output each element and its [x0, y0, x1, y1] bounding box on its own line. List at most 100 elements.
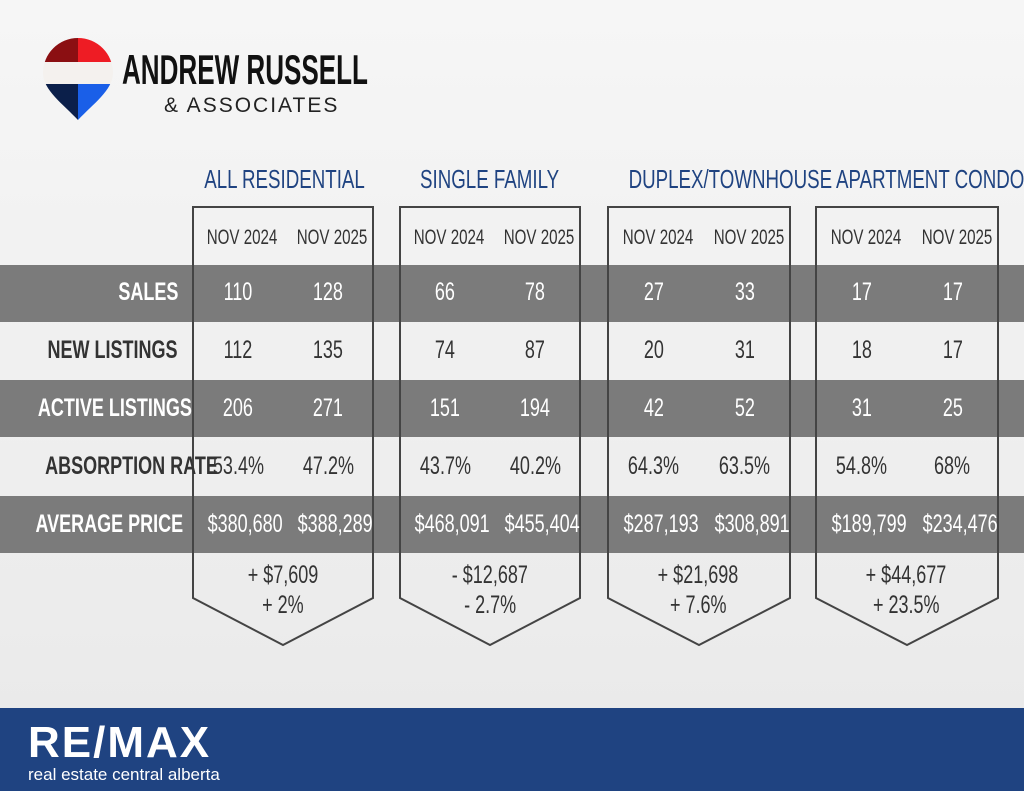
brand-logo-icon — [43, 38, 113, 120]
table-cell-text: 110 — [223, 278, 253, 306]
column-outline — [815, 206, 999, 647]
delta-percent: + 23.5% — [816, 590, 996, 620]
table-cell-text: 206 — [222, 394, 254, 422]
table-cell: 271 — [283, 394, 373, 423]
table-cell: 78 — [490, 278, 580, 307]
table-cell: 64.3% — [609, 452, 699, 481]
table-cell-text: 20 — [643, 336, 664, 364]
table-cell-text: 151 — [429, 394, 461, 422]
remax-logo: RE/MAX — [28, 718, 212, 767]
category-title: APARTMENT CONDOS — [797, 164, 1024, 195]
row-label: NEW LISTINGS — [0, 336, 178, 365]
table-cell: $468,091 — [400, 510, 490, 539]
column-outline — [399, 206, 581, 647]
table-cell-text: $287,193 — [623, 510, 699, 538]
table-cell-text: $468,091 — [414, 510, 490, 538]
table-cell-text: 31 — [734, 336, 755, 364]
table-cell: 17 — [817, 278, 907, 307]
table-cell: 112 — [193, 336, 283, 365]
table-cell-text: 52 — [734, 394, 755, 422]
table-cell: 20 — [609, 336, 699, 365]
table-cell: $234,476 — [908, 510, 998, 539]
delta-percent: - 2.7% — [400, 590, 580, 620]
table-cell: 27 — [609, 278, 699, 307]
table-cell: 17 — [908, 336, 998, 365]
table-cell: 47.2% — [283, 452, 373, 481]
column-outline — [192, 206, 374, 647]
table-cell-text: 17 — [942, 336, 963, 364]
row-label-text: NEW LISTINGS — [47, 336, 178, 364]
table-cell: $308,891 — [700, 510, 790, 539]
table-cell: 74 — [400, 336, 490, 365]
band-average-price — [0, 496, 1024, 553]
band-sales — [0, 265, 1024, 322]
table-cell: 194 — [490, 394, 580, 423]
period-header-text: NOV 2024 — [830, 226, 901, 249]
table-cell-text: 78 — [524, 278, 546, 306]
column-outline — [607, 206, 791, 647]
table-cell-text: 128 — [312, 278, 344, 306]
table-cell: 54.8% — [817, 452, 907, 481]
category-title-text: APARTMENT CONDOS — [836, 164, 1024, 194]
table-cell-text: 27 — [643, 278, 664, 306]
period-header-text: NOV 2025 — [503, 226, 575, 249]
table-cell: $287,193 — [609, 510, 699, 539]
delta-amount-text: + $21,698 — [657, 561, 739, 589]
period-header: NOV 2024 — [400, 226, 490, 250]
delta-amount: + $7,609 — [193, 560, 373, 590]
period-header-text: NOV 2024 — [622, 226, 693, 249]
brand-name: ANDREW RUSSELL — [122, 46, 368, 93]
table-cell: 33 — [700, 278, 790, 307]
table-cell: $388,289 — [283, 510, 373, 539]
delta-percent: + 2% — [193, 590, 373, 620]
table-cell-text: $455,404 — [504, 510, 580, 538]
table-cell: $189,799 — [817, 510, 907, 539]
table-cell-text: 18 — [851, 336, 872, 364]
table-cell: 87 — [490, 336, 580, 365]
delta-percent-text: + 2% — [262, 591, 304, 619]
footer-tagline: real estate central alberta — [28, 765, 220, 784]
table-cell: 66 — [400, 278, 490, 307]
period-header: NOV 2025 — [490, 226, 580, 250]
table-cell-text: $234,476 — [922, 510, 998, 538]
table-cell: $380,680 — [193, 510, 283, 539]
table-cell: 128 — [283, 278, 373, 307]
table-cell: 63.5% — [700, 452, 790, 481]
period-header: NOV 2024 — [817, 226, 907, 250]
table-cell-text: 66 — [434, 278, 456, 306]
period-header: NOV 2024 — [609, 226, 699, 250]
category-title: DUPLEX/TOWNHOUSE — [589, 164, 833, 195]
delta-amount-text: - $12,687 — [451, 561, 529, 589]
table-cell: 25 — [908, 394, 998, 423]
row-label: SALES — [0, 278, 178, 307]
delta-amount: + $44,677 — [816, 560, 996, 590]
table-cell: $455,404 — [490, 510, 580, 539]
table-cell-text: 43.7% — [419, 452, 471, 480]
table-cell-text: $189,799 — [831, 510, 907, 538]
row-label: ACTIVE LISTINGS — [0, 394, 192, 423]
category-title-text: DUPLEX/TOWNHOUSE — [628, 164, 833, 194]
brand-sub: & ASSOCIATES — [164, 94, 340, 117]
table-cell: 31 — [700, 336, 790, 365]
table-cell: 42 — [609, 394, 699, 423]
row-label: ABSORPTION RATE — [0, 452, 218, 481]
delta-percent-text: + 23.5% — [872, 591, 940, 619]
row-label-text: AVERAGE PRICE — [35, 510, 184, 538]
period-header: NOV 2025 — [283, 226, 373, 250]
table-cell-text: 31 — [851, 394, 872, 422]
delta-amount-text: + $44,677 — [865, 561, 947, 589]
table-cell: 206 — [193, 394, 283, 423]
table-cell: 17 — [908, 278, 998, 307]
period-header-text: NOV 2025 — [713, 226, 784, 249]
table-cell: 151 — [400, 394, 490, 423]
period-header-text: NOV 2024 — [206, 226, 278, 249]
table-cell-text: 17 — [942, 278, 963, 306]
table-cell-text: 54.8% — [835, 452, 888, 480]
table-cell-text: 271 — [312, 394, 344, 422]
table-cell: 53.4% — [193, 452, 283, 481]
delta-percent: + 7.6% — [608, 590, 788, 620]
table-cell: 31 — [817, 394, 907, 423]
period-header: NOV 2024 — [193, 226, 283, 250]
table-cell-text: $308,891 — [714, 510, 790, 538]
